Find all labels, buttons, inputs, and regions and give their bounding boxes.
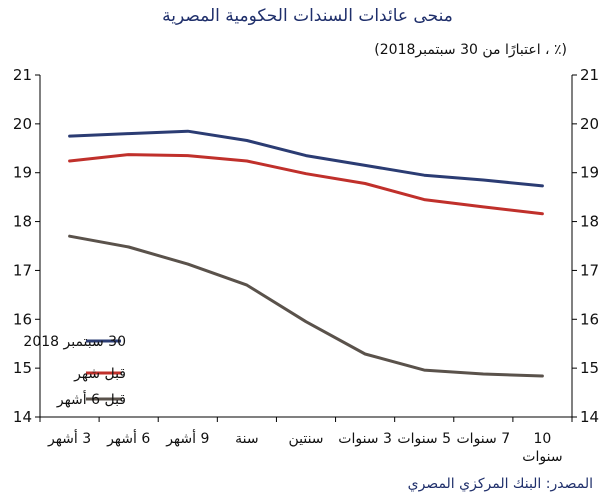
x-tick-label: 3 سنوات xyxy=(338,431,392,447)
y-tick-label-left: 14 xyxy=(13,408,32,426)
source-note: المصدر: البنك المركزي المصري xyxy=(407,476,593,492)
x-tick-label: 6 أشهر xyxy=(106,429,150,447)
y-tick-label-right: 20 xyxy=(580,115,599,133)
series-line-2 xyxy=(68,153,544,216)
x-tick-label: 5 سنوات xyxy=(397,431,451,447)
series-line-1 xyxy=(68,129,544,188)
y-tick-label-right: 19 xyxy=(580,164,599,182)
y-tick-label-left: 19 xyxy=(13,164,32,182)
y-tick-label-right: 17 xyxy=(580,261,599,279)
y-tick-label-right: 15 xyxy=(580,359,599,377)
legend-label-3: قبل 6 أشهر xyxy=(56,390,126,408)
chart-title: منحى عائدات السندات الحكومية المصرية xyxy=(162,6,453,26)
series-line-3 xyxy=(68,234,544,378)
y-tick-label-left: 15 xyxy=(13,359,32,377)
chart-subtitle: (٪ ، اعتبارًا من 30 سبتمبر2018) xyxy=(374,42,567,58)
y-tick-label-right: 16 xyxy=(580,310,599,328)
axes: 14 14 15 15 16 16 17 17 18 18 19 19 20 20 21 21 3 أشهر 6 … xyxy=(13,66,599,465)
legend-label-1: 30 سبتمبر 2018 xyxy=(23,334,126,350)
y-tick-label-left: 18 xyxy=(13,213,32,231)
y-tick-label-left: 21 xyxy=(13,66,32,84)
series-lines xyxy=(68,129,544,378)
x-tick-label: سنتين xyxy=(288,431,323,447)
legend: 30 سبتمبر 2018 قبل شهر قبل 6 أشهر xyxy=(23,334,126,408)
x-tick-label: 7 سنوات xyxy=(457,431,511,447)
y-tick-label-right: 21 xyxy=(580,66,599,84)
x-tick-label: 3 أشهر xyxy=(47,429,91,447)
x-tick-label: 10 xyxy=(534,431,552,447)
legend-label-2: قبل شهر xyxy=(73,366,126,382)
y-tick-label-right: 14 xyxy=(580,408,599,426)
y-tick-label-left: 17 xyxy=(13,261,32,279)
y-tick-label-left: 20 xyxy=(13,115,32,133)
y-tick-label-left: 16 xyxy=(13,310,32,328)
y-tick-label-right: 18 xyxy=(580,213,599,231)
x-tick-label: 9 أشهر xyxy=(165,429,209,447)
x-tick-label: سنة xyxy=(235,431,258,447)
x-tick-label: سنوات xyxy=(522,449,562,465)
